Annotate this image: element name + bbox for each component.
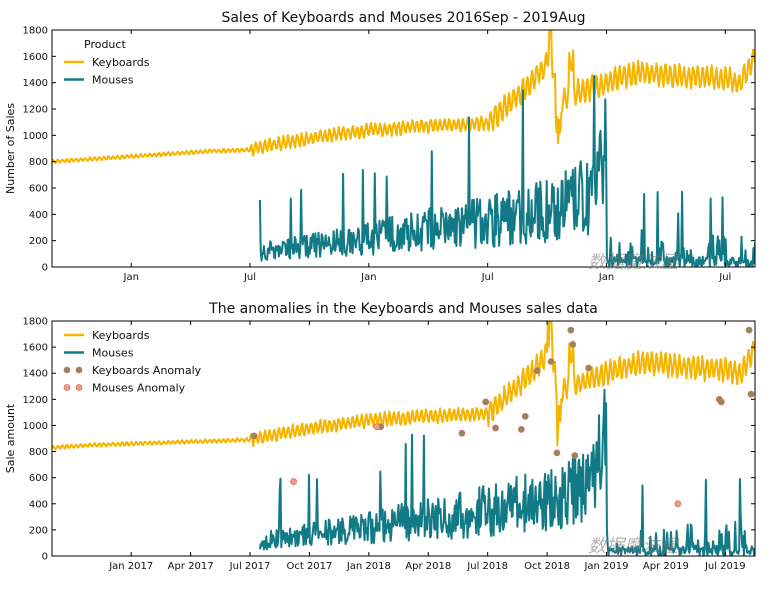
y-tick-label: 1000 [23,421,48,432]
y-tick-label: 600 [29,184,48,195]
x-tick-label: Jan [360,272,376,283]
anomaly-point [569,341,577,348]
chart-title: The anomalies in the Keyboards and Mouse… [208,301,598,317]
legend-marker [75,366,83,374]
x-tick-label: Apr 2018 [405,561,451,572]
plot-frame [51,29,756,268]
series-line-mouses [258,388,755,556]
y-tick-label: 400 [29,210,48,221]
series-line-keyboards [52,321,755,451]
y-tick-label: 0 [42,263,48,274]
y-tick-label: 1400 [23,78,48,89]
anomaly-point [458,429,466,437]
y-tick-label: 1200 [23,105,48,116]
y-tick-label: 1000 [23,131,48,142]
x-tick-label: Apr 2019 [643,561,689,572]
x-tick-label: Jan 2018 [346,561,391,572]
series-line-keyboards [52,30,755,164]
x-tick-label: Jul [718,272,731,283]
x-tick-label: Jan 2019 [583,561,628,572]
legend-label: Mouses [92,74,134,87]
anomaly-point [553,449,561,457]
x-tick-label: Apr 2017 [168,561,214,572]
legend-marker [75,384,83,391]
y-axis-label: Sale amount [4,403,17,473]
y-tick-label: 1800 [23,317,48,328]
anomaly-point [585,364,593,372]
legend-label: Keyboards [92,56,150,69]
anomaly-point [547,358,555,365]
anomaly-point [373,423,381,431]
legend-label: Mouses [92,347,134,360]
x-tick-label: Jul 2019 [704,561,746,572]
x-tick-label: Jul 2018 [466,561,508,572]
series-line-mouses [258,75,755,267]
anomaly-point [674,500,682,508]
y-tick-label: 600 [29,473,48,484]
watermark-bottom: 数据魔法屋 [588,536,678,557]
plot-area [52,321,755,556]
y-tick-label: 1400 [23,369,48,380]
watermark-top: 数据魔法屋 [588,252,678,273]
plot-area [52,30,755,267]
x-tick-label: Oct 2017 [286,561,332,572]
legend-marker [63,384,71,391]
anomaly-point [533,367,541,375]
y-tick-label: 200 [29,525,48,536]
legend-title: Product [84,38,126,51]
legend: Product Keyboards Mouses [64,38,150,87]
anomaly-point [571,452,579,459]
anomaly-point [482,398,490,406]
chart-panel-1: Sales of Keyboards and Mouses 2016Sep - … [4,10,756,283]
x-tick-label: Jan [123,272,139,283]
x-tick-label: Oct 2018 [524,561,570,572]
anomaly-point [290,478,297,485]
x-tick-label: Jul 2017 [229,561,271,572]
anomaly-point [747,390,755,398]
anomaly-point [250,432,258,440]
legend-label: Mouses Anomaly [92,382,186,395]
x-tick-label: Jan [598,272,614,283]
y-tick-label: 800 [29,447,48,458]
chart-panel-2: The anomalies in the Keyboards and Mouse… [4,301,756,572]
y-tick-label: 1600 [23,343,48,354]
y-axis-label: Number of Sales [4,103,17,194]
legend: Keyboards Mouses Keyboards Anomaly Mouses A… [63,329,202,395]
y-tick-label: 800 [29,157,48,168]
anomaly-point [567,326,575,334]
anomaly-point [717,398,725,406]
plot-frame [51,320,756,557]
legend-label: Keyboards [92,329,150,342]
anomaly-point [492,424,499,432]
y-tick-label: 200 [29,236,48,247]
y-tick-label: 1600 [23,52,48,63]
chart-title: Sales of Keyboards and Mouses 2016Sep - … [221,10,585,26]
legend-marker [63,366,71,374]
anomaly-point [521,412,529,420]
y-tick-label: 1200 [23,395,48,406]
anomaly-point [745,326,753,334]
x-tick-label: Jan 2017 [108,561,153,572]
legend-label: Keyboards Anomaly [92,364,202,377]
y-tick-label: 1800 [23,26,48,37]
y-tick-label: 400 [29,499,48,510]
anomaly-point [517,425,525,433]
x-tick-label: Jul [481,272,494,283]
x-tick-label: Jul [243,272,256,283]
y-tick-label: 0 [42,552,48,563]
